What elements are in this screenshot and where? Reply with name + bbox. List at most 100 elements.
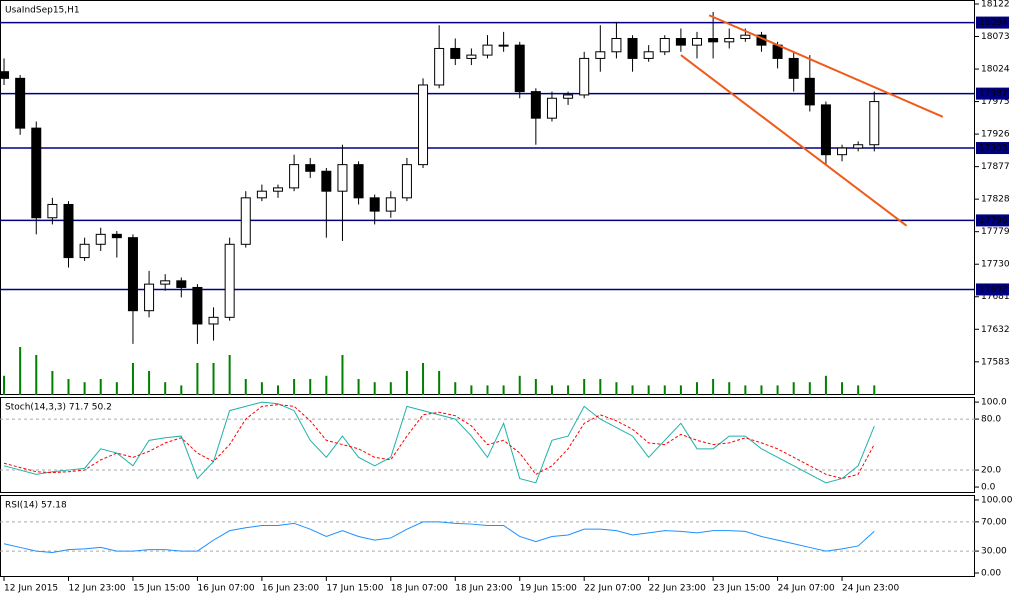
level-label: 17796 <box>979 216 1008 226</box>
candle-body <box>79 243 90 259</box>
volume-bar <box>309 379 312 395</box>
indicator-line <box>3 521 875 554</box>
volume-bar <box>83 382 86 395</box>
volume-bar <box>663 385 666 395</box>
level-label-box <box>976 87 1009 100</box>
y-tick-label: 17877 <box>981 162 1010 172</box>
y-tick-label: 100.0 <box>981 398 1007 408</box>
candle-body <box>144 283 155 312</box>
x-tick-label: 15 Jun 15:00 <box>133 584 190 594</box>
candle-body <box>692 38 703 46</box>
candle-body <box>385 197 396 212</box>
volume-bar <box>841 382 844 395</box>
volume-bar <box>438 371 441 395</box>
candle-body <box>0 71 10 79</box>
candle-body <box>643 51 654 59</box>
volume-bar <box>454 382 457 395</box>
candle-body <box>192 286 203 325</box>
level-label-box <box>976 142 1009 155</box>
volume-bar <box>470 385 473 395</box>
candle-body <box>272 187 283 192</box>
volume-bar <box>212 363 215 395</box>
candle-body <box>127 237 138 312</box>
volume-bar <box>180 385 183 395</box>
y-tick-label: 17583 <box>981 357 1010 367</box>
volume-bar <box>599 379 602 395</box>
candle-body <box>659 38 670 53</box>
volume-bar <box>550 385 553 395</box>
volume-bar <box>583 379 586 395</box>
candle-body <box>675 38 686 46</box>
candle-body <box>724 38 735 43</box>
indicator-line <box>3 401 875 484</box>
x-tick-label: 22 Jun 23:00 <box>649 584 706 594</box>
volume-bar <box>824 375 827 395</box>
y-tick-label: 30.00 <box>981 547 1007 557</box>
candle-body <box>498 44 509 47</box>
x-tick-label: 24 Jun 07:00 <box>778 584 835 594</box>
volume-bar <box>405 371 408 395</box>
volume-bar <box>228 355 231 395</box>
volume-bar <box>373 382 376 395</box>
volume-bar <box>148 371 151 395</box>
candle-body <box>466 54 477 59</box>
y-tick-label: 17779 <box>981 227 1010 237</box>
trend-line <box>708 14 944 118</box>
candle-body <box>95 233 106 245</box>
volume-bar <box>808 382 811 395</box>
candle-body <box>418 84 429 166</box>
volume-bar <box>534 379 537 395</box>
candle-body <box>611 38 622 53</box>
y-tick-label: 80.0 <box>981 415 1001 425</box>
y-tick-label: 18073 <box>981 32 1010 42</box>
y-tick-label: 17926 <box>981 130 1010 140</box>
level-label: 17987 <box>979 89 1008 99</box>
candle-body <box>869 101 880 146</box>
candle-body <box>160 280 171 285</box>
pane-title: Stoch(14,3,3) 71.7 50.2 <box>5 403 112 413</box>
volume-bar <box>873 385 876 395</box>
candle-body <box>240 197 251 245</box>
volume-bar <box>647 385 650 395</box>
candle-body <box>353 164 364 199</box>
trend-line <box>680 54 908 227</box>
volume-bar <box>486 385 489 395</box>
candle-body <box>434 47 445 86</box>
candle-body <box>208 316 219 325</box>
y-tick-label: 0.0 <box>981 483 996 493</box>
candle-body <box>337 164 348 192</box>
candle-body <box>15 77 26 129</box>
volume-bar <box>51 371 54 395</box>
candle-body <box>579 57 590 96</box>
y-tick-label: 18122 <box>981 0 1010 9</box>
volume-bar <box>728 382 731 395</box>
x-tick-label: 17 Jun 15:00 <box>326 584 383 594</box>
candle-body <box>321 170 332 192</box>
candle-body <box>804 77 815 106</box>
level-label-box <box>976 283 1009 296</box>
volume-bar <box>389 382 392 395</box>
candle-body <box>595 51 606 59</box>
pane-title: RSI(14) 57.18 <box>5 501 67 511</box>
volume-bar <box>325 375 328 395</box>
x-tick-label: 19 Jun 15:00 <box>520 584 577 594</box>
candle-body <box>627 38 638 59</box>
volume-bar <box>196 363 199 395</box>
y-tick-label: 17681 <box>981 292 1010 302</box>
candle-body <box>740 34 751 40</box>
candle-body <box>111 233 122 239</box>
volume-bar <box>631 385 634 395</box>
level-label: 17905 <box>979 144 1008 154</box>
volume-bar <box>679 385 682 395</box>
volume-bar <box>35 355 38 395</box>
x-tick-label: 24 Jun 23:00 <box>842 584 899 594</box>
volume-bar <box>244 379 247 395</box>
candle-body <box>256 190 267 199</box>
candle-body <box>546 97 557 119</box>
candle-body <box>788 57 799 79</box>
volume-bar <box>615 382 618 395</box>
x-tick-label: 23 Jun 15:00 <box>713 584 770 594</box>
volume-bar <box>744 385 747 395</box>
volume-bar <box>567 385 570 395</box>
